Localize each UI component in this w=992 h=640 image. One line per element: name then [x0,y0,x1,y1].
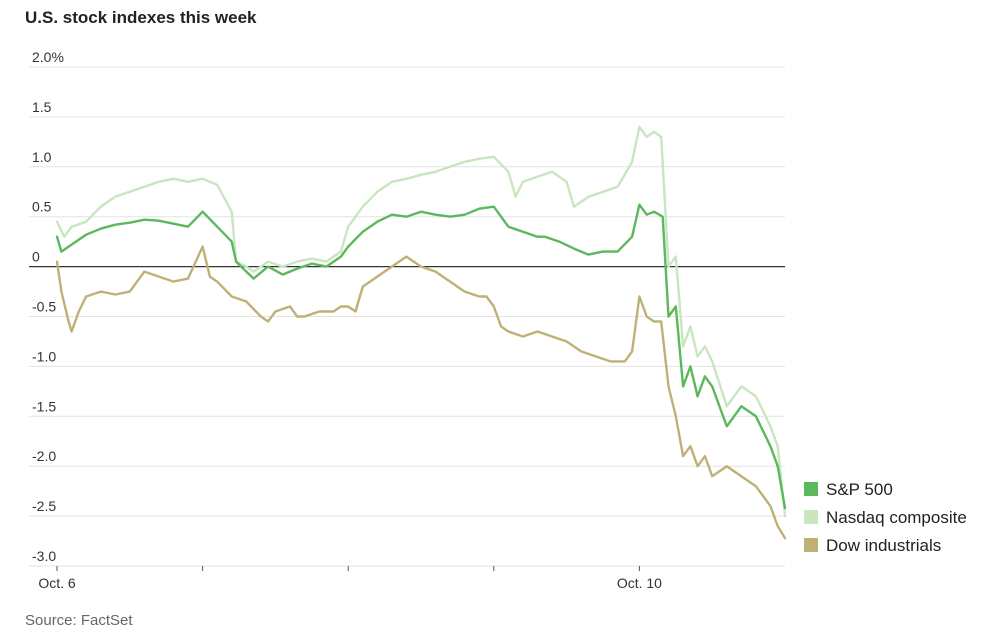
legend-label: Nasdaq composite [826,508,967,527]
legend: S&P 500 Nasdaq composite Dow industrials [804,480,967,555]
series-line-nasdaq-composite [55,125,787,518]
chart-title: U.S. stock indexes this week [25,8,257,27]
series-line-s-p-500 [55,203,787,510]
y-tick-label: -2.0 [32,448,56,464]
x-tick-label: Oct. 6 [38,575,76,591]
series-layer [55,125,787,540]
axis-layer: 2.0% 1.5 1.0 0.5 0 -0.5 -1.0 -1.5 -2.0 -2.5 -3.0 Oc… [32,49,662,591]
chart-source: Source: FactSet [25,612,133,629]
y-tick-label: -3.0 [32,548,56,564]
legend-swatch [804,510,818,524]
y-tick-label: -1.0 [32,348,56,364]
y-tick-label: -1.5 [32,398,56,414]
legend-label: Dow industrials [826,536,941,555]
legend-swatch [804,482,818,496]
legend-label: S&P 500 [826,480,893,499]
grid-layer [29,66,785,567]
y-tick-label: -0.5 [32,299,56,315]
y-tick-label: 1.5 [32,99,52,115]
x-tick-label: Oct. 10 [617,575,662,591]
y-tick-label: 0 [32,249,40,265]
y-tick-label: -2.5 [32,498,56,514]
y-tick-label: 0.5 [32,199,52,215]
legend-swatch [804,538,818,552]
y-tick-label: 2.0% [32,49,64,65]
series-line-dow-industrials [55,245,787,540]
y-tick-label: 1.0 [32,149,52,165]
